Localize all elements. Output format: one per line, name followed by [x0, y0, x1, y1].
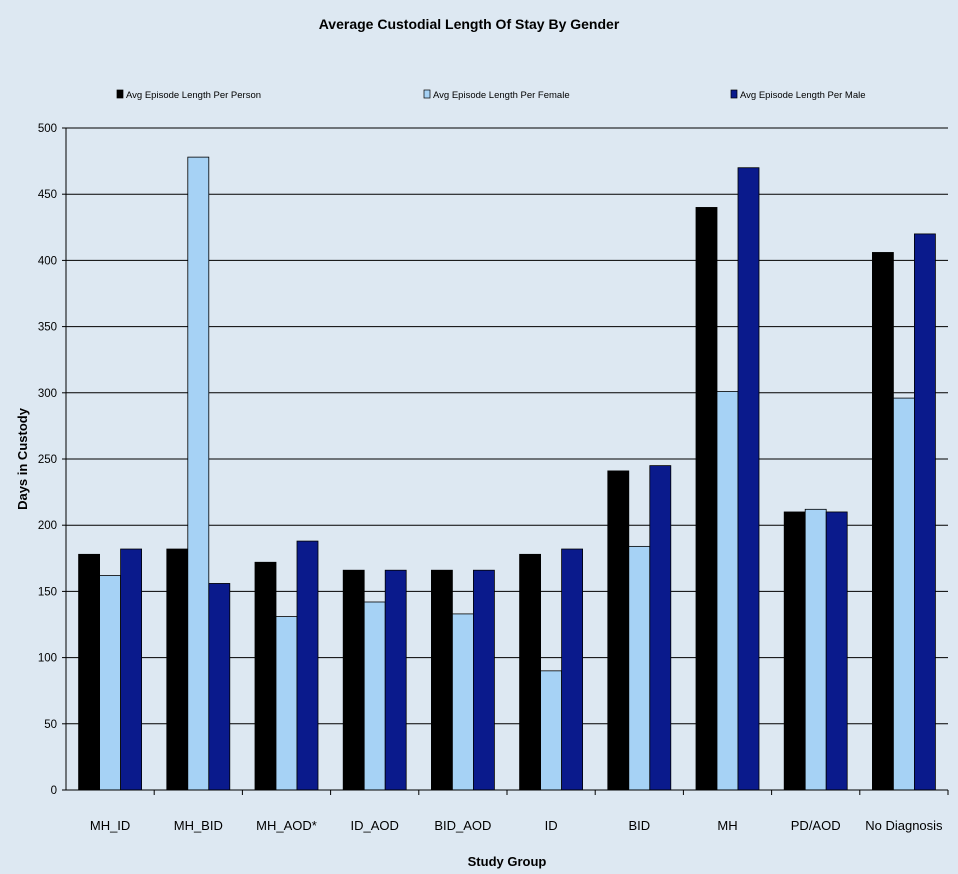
legend-swatch-2: [423, 89, 431, 99]
x-tick-label: MH: [717, 818, 737, 833]
bar-1-2: [166, 548, 189, 791]
bar-3-9: [825, 511, 848, 791]
bar-2-6: [540, 670, 562, 791]
bar-1-7: [607, 470, 630, 791]
y-tick-label: 0: [51, 785, 57, 797]
bar-1-3: [254, 561, 277, 791]
bar-2-8: [716, 391, 739, 791]
bar-2-10: [893, 397, 915, 791]
y-tick-label: 400: [38, 255, 57, 267]
legend-label-3: Avg Episode Length Per Male: [740, 90, 866, 101]
bar-2-3: [275, 616, 298, 791]
bar-2-4: [363, 601, 386, 791]
x-tick-label: PD/AOD: [791, 818, 841, 833]
y-tick-label: 350: [38, 322, 57, 334]
bar-1-1: [78, 553, 100, 791]
y-axis-ticks: 0 50 100 150 200 250 300 350 400 450 500: [38, 123, 66, 797]
bar-3-3: [296, 540, 319, 791]
y-tick-label: 250: [38, 454, 57, 466]
legend: Avg Episode Length Per Person Avg Episode…: [116, 89, 866, 101]
bar-2-7: [628, 545, 651, 791]
bar-3-1: [120, 548, 142, 791]
y-tick-label: 200: [38, 520, 57, 532]
legend-label-1: Avg Episode Length Per Person: [126, 90, 261, 101]
x-tick-label: ID_AOD: [350, 818, 398, 833]
x-axis-labels: MH_ID MH_BID MH_AOD* ID_AOD BID_AOD ID BID MH PD…: [90, 790, 949, 833]
x-tick-label: MH_BID: [174, 818, 223, 833]
bar-3-7: [649, 465, 672, 791]
x-tick-label: BID_AOD: [434, 818, 491, 833]
bar-1-4: [342, 569, 365, 791]
bar-2-5: [451, 613, 474, 791]
y-tick-label: 50: [44, 719, 57, 731]
bar-2-9: [804, 508, 827, 791]
x-axis-title: Study Group: [468, 854, 547, 869]
bar-3-5: [472, 569, 495, 791]
bar-3-6: [561, 548, 583, 791]
bar-2-1: [99, 575, 121, 791]
bar-3-8: [737, 167, 760, 791]
x-tick-label: ID: [545, 818, 558, 833]
y-tick-label: 100: [38, 653, 57, 665]
y-tick-label: 300: [38, 388, 57, 400]
y-axis-title: Days in Custody: [15, 407, 30, 510]
bar-1-8: [695, 207, 718, 791]
legend-swatch-1: [116, 89, 124, 99]
bar-1-6: [519, 553, 541, 791]
bar-1-5: [430, 569, 453, 791]
x-tick-label: MH_AOD*: [256, 818, 317, 833]
bars: [78, 156, 936, 791]
x-tick-label: BID: [628, 818, 650, 833]
bar-3-10: [914, 233, 936, 791]
x-tick-label: MH_ID: [90, 818, 130, 833]
legend-label-2: Avg Episode Length Per Female: [433, 90, 570, 101]
bar-3-4: [384, 569, 407, 791]
y-tick-label: 150: [38, 586, 57, 598]
x-tick-label: No Diagnosis: [865, 818, 943, 833]
y-tick-label: 450: [38, 189, 57, 201]
bar-1-9: [783, 511, 806, 791]
y-tick-label: 500: [38, 123, 57, 135]
chart-title: Average Custodial Length Of Stay By Gend…: [319, 16, 620, 32]
bar-2-2: [187, 156, 210, 791]
legend-swatch-3: [730, 89, 738, 99]
bar-1-10: [872, 252, 894, 791]
bar-3-2: [208, 583, 231, 791]
